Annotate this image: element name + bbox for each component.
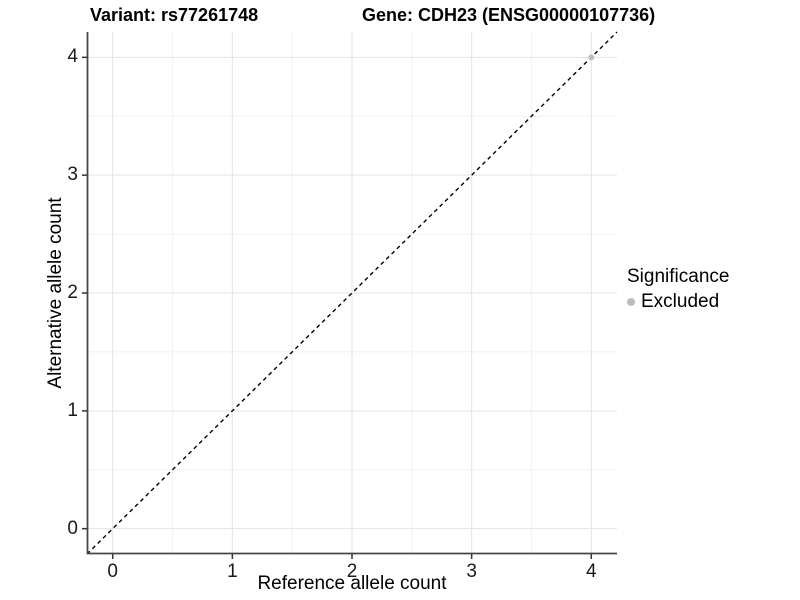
x-tick-label: 2	[346, 561, 358, 582]
y-axis-label: Alternative allele count	[45, 197, 66, 389]
variant-title: Variant: rs77261748	[90, 5, 259, 25]
y-tick-label: 4	[67, 46, 78, 68]
y-tick-label: 0	[67, 517, 78, 539]
x-tick-label: 3	[466, 561, 477, 582]
x-tick-label: 4	[585, 561, 597, 582]
y-tick-label: 1	[67, 399, 78, 421]
legend: Significance Excluded	[627, 266, 729, 313]
x-tick-label: 1	[227, 561, 238, 582]
excluded-point-icon	[627, 298, 635, 306]
legend-title: Significance	[627, 266, 730, 287]
plot-panel	[82, 31, 618, 559]
x-tick-label: 0	[107, 561, 119, 582]
legend-entry-label: Excluded	[641, 291, 720, 312]
data-point-excluded	[588, 54, 595, 61]
x-axis-label: Reference allele count	[257, 573, 447, 594]
plot-area	[82, 31, 618, 559]
y-tick-label: 2	[67, 282, 78, 303]
gene-title: Gene: CDH23 (ENSG00000107736)	[362, 5, 656, 25]
identity-line	[86, 31, 618, 555]
y-tick-label: 3	[67, 164, 78, 186]
legend-entry-excluded: Excluded	[627, 291, 729, 313]
